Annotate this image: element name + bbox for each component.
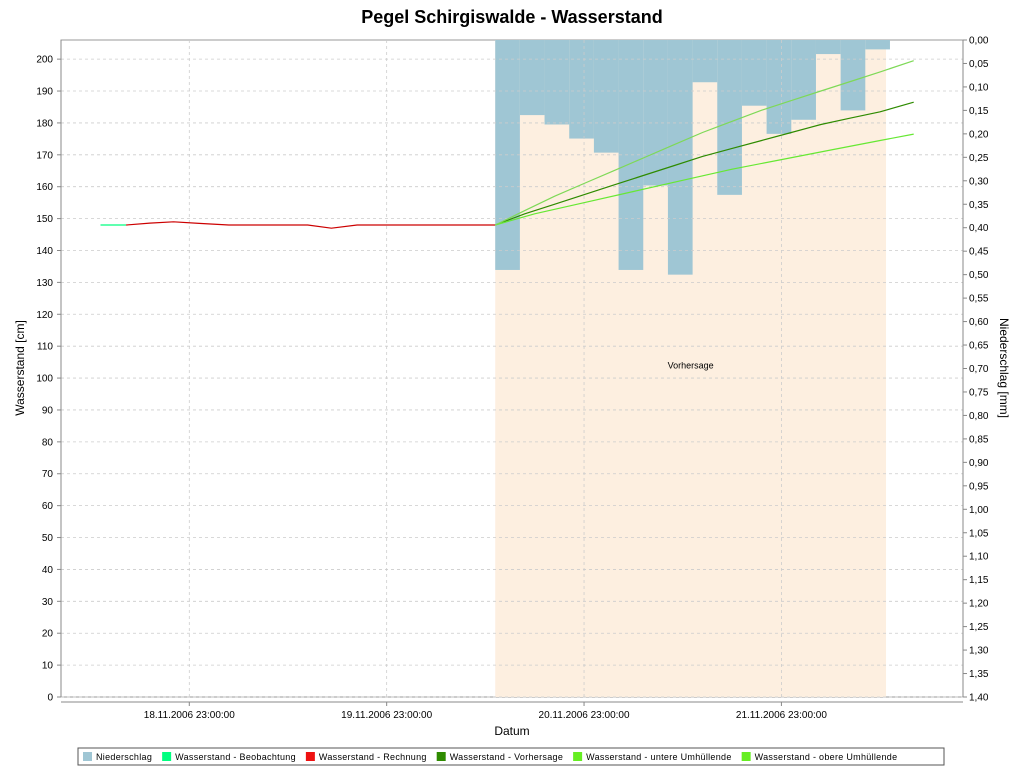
y-tick-label: 200 [36, 55, 53, 66]
y-axis-title: Wasserstand [cm] [13, 320, 27, 416]
y2-tick-label: 0,45 [969, 247, 989, 258]
y2-tick-label: 1,15 [969, 575, 989, 586]
y2-tick-label: 0,55 [969, 294, 989, 305]
precipitation-bar [569, 40, 594, 139]
y-tick-label: 190 [36, 87, 53, 98]
precipitation-bar [717, 40, 742, 195]
series-lines [100, 60, 914, 229]
y2-tick-label: 0,80 [969, 411, 989, 422]
y-tick-label: 70 [42, 469, 54, 480]
y2-tick-label: 0,60 [969, 317, 989, 328]
legend-swatch [162, 752, 172, 761]
legend-entry-label: Wasserstand - Vorhersage [450, 752, 563, 762]
precipitation-bar [840, 40, 866, 111]
y-tick-label: 90 [42, 405, 54, 416]
x-tick-label: 21.11.2006 23:00:00 [736, 710, 827, 721]
precipitation-bar [593, 40, 619, 153]
precipitation-bar [815, 40, 841, 55]
y2-tick-label: 0,65 [969, 341, 989, 352]
y-tick-label: 110 [37, 342, 53, 353]
precipitation-bar [519, 40, 545, 116]
series-line [494, 60, 914, 226]
series-line [495, 133, 914, 226]
y-tick-label: 100 [36, 374, 53, 385]
precipitation-bar [766, 40, 792, 134]
y-tick-label: 0 [47, 693, 53, 704]
y-tick-label: 120 [36, 310, 53, 321]
y-tick-label: 60 [42, 501, 54, 512]
y2-tick-label: 1,10 [969, 552, 989, 563]
y2-tick-label: 0,00 [969, 36, 989, 47]
y-tick-label: 80 [42, 437, 54, 448]
y-tick-label: 20 [42, 629, 54, 640]
legend-entry-label: Niederschlag [96, 752, 152, 762]
series-line [126, 221, 496, 229]
y-tick-label: 170 [36, 150, 53, 161]
y2-tick-label: 0,30 [969, 176, 989, 187]
grid [61, 40, 963, 698]
legend: Niederschlag Wasserstand - Beobachtung Was… [77, 747, 945, 766]
y-tick-label: 10 [42, 661, 54, 672]
precipitation-bar [544, 40, 570, 125]
precipitation-bar [865, 40, 890, 50]
precipitation-bar [692, 40, 718, 83]
y2-tick-label: 0,05 [969, 59, 989, 70]
axes: 0 10 20 30 40 50 60 70 80 90 100 110 120 130 140 150 160… [36, 36, 989, 722]
precipitation-bar [741, 40, 767, 106]
y2-tick-label: 0,20 [969, 129, 989, 140]
series-line [494, 101, 914, 226]
y2-tick-label: 0,70 [969, 364, 989, 375]
forecast-label: Vorhersage [668, 361, 714, 371]
y2-tick-label: 1,20 [969, 599, 989, 610]
legend-swatch [573, 752, 583, 761]
y2-tick-label: 0,95 [969, 481, 989, 492]
legend-entry-label: Wasserstand - untere Umhüllende [586, 752, 732, 762]
y-tick-label: 130 [36, 278, 53, 289]
precipitation-bars [495, 40, 890, 275]
y-tick-label: 140 [36, 246, 53, 257]
legend-entry-label: Wasserstand - obere Umhüllende [755, 752, 898, 762]
y-tick-label: 40 [42, 565, 54, 576]
legend-box [77, 747, 945, 766]
legend-swatch [83, 752, 92, 761]
y2-tick-label: 1,35 [969, 669, 989, 680]
y2-tick-label: 0,35 [969, 200, 989, 211]
y2-tick-label: 0,10 [969, 82, 989, 93]
legend-swatch [741, 752, 751, 761]
precipitation-bar [791, 40, 816, 120]
y2-tick-label: 0,40 [969, 223, 989, 234]
x-tick-label: 19.11.2006 23:00:00 [341, 710, 432, 721]
y2-tick-label: 0,50 [969, 270, 989, 281]
precipitation-bar [667, 40, 693, 275]
legend-entry-label: Wasserstand - Rechnung [319, 752, 427, 762]
y2-tick-label: 1,00 [969, 505, 989, 516]
y2-tick-label: 0,25 [969, 153, 989, 164]
y2-tick-label: 1,25 [969, 622, 989, 633]
y2-tick-label: 0,75 [969, 387, 989, 398]
x-axis-title: Datum [494, 724, 529, 738]
y2-axis-title: Niederschlag [mm] [997, 318, 1011, 418]
y2-tick-label: 1,30 [969, 646, 989, 657]
legend-swatch [436, 752, 446, 761]
chart-title: Pegel Schirgiswalde - Wasserstand [361, 7, 662, 27]
legend-entry-label: Wasserstand - Beobachtung [175, 752, 296, 762]
x-tick-label: 20.11.2006 23:00:00 [539, 710, 630, 721]
y2-tick-label: 0,90 [969, 458, 989, 469]
y2-tick-label: 1,40 [969, 693, 989, 704]
y-tick-label: 180 [36, 118, 53, 129]
precipitation-bar [643, 40, 668, 186]
y-tick-label: 50 [42, 533, 54, 544]
legend-swatch [305, 752, 315, 761]
y-tick-label: 30 [42, 597, 54, 608]
y-tick-label: 160 [36, 182, 53, 193]
y-tick-label: 150 [36, 214, 53, 225]
y2-tick-label: 0,15 [969, 106, 989, 117]
x-tick-label: 18.11.2006 23:00:00 [144, 710, 235, 721]
y2-tick-label: 1,05 [969, 528, 989, 539]
y2-tick-label: 0,85 [969, 434, 989, 445]
